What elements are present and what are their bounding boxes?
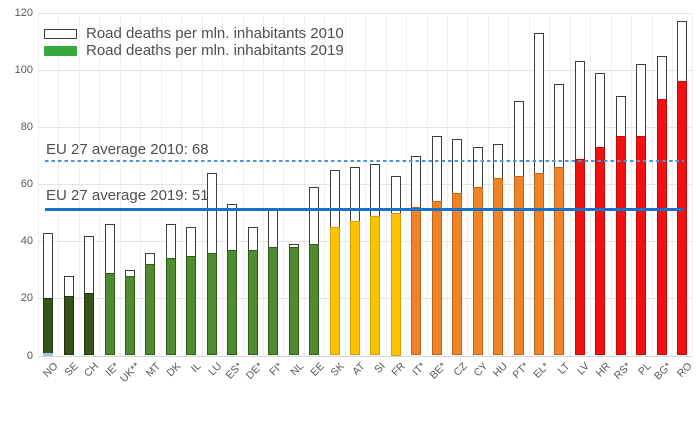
x-axis-label-SE: SE bbox=[62, 360, 81, 379]
bar-CZ-2019 bbox=[452, 192, 463, 356]
x-axis-label-BG*: BG* bbox=[651, 360, 675, 383]
bar-RS*-2019 bbox=[615, 135, 626, 356]
x-axis-label-PL: PL bbox=[635, 360, 654, 378]
bar-PT*-2019 bbox=[513, 175, 524, 356]
bar-ES*-2019 bbox=[227, 249, 238, 356]
legend-item-2019: Road deaths per mln. inhabitants 2019 bbox=[44, 42, 344, 59]
bar-LU-2019 bbox=[206, 252, 217, 356]
x-axis-label-SK: SK bbox=[328, 360, 347, 379]
bar-CH-2019 bbox=[84, 292, 95, 356]
bar-RO-2019 bbox=[677, 81, 688, 356]
x-axis-label-IT*: IT* bbox=[410, 360, 429, 379]
legend-swatch-2019-green bbox=[44, 46, 77, 56]
h-gridline bbox=[38, 127, 693, 129]
bar-IE*-2019 bbox=[104, 272, 115, 356]
bar-SE-2019 bbox=[63, 295, 74, 356]
bar-PL-2019 bbox=[636, 135, 647, 356]
x-axis-label-DE*: DE* bbox=[243, 360, 266, 382]
y-axis-label: 0 bbox=[26, 349, 33, 362]
bar-EL*-2019 bbox=[534, 172, 545, 356]
eu-average-2019-line bbox=[45, 208, 684, 212]
bar-LV-2019 bbox=[574, 158, 585, 356]
bar-HU-2019 bbox=[493, 178, 504, 356]
bar-BG*-2019 bbox=[656, 98, 667, 356]
baseline-artifact bbox=[43, 352, 54, 356]
x-axis-label-CY: CY bbox=[471, 360, 490, 380]
bar-IL-2019 bbox=[186, 255, 197, 356]
bar-AT-2019 bbox=[349, 221, 360, 356]
v-gridline bbox=[692, 12, 694, 356]
bar-CY-2019 bbox=[472, 187, 483, 356]
x-axis-label-FR: FR bbox=[389, 360, 409, 379]
x-axis-label-LT: LT bbox=[555, 360, 572, 377]
h-gridline bbox=[38, 298, 693, 300]
h-gridline bbox=[38, 184, 693, 186]
bar-EE-2019 bbox=[309, 244, 320, 356]
x-axis-label-HU: HU bbox=[491, 360, 511, 380]
eu-average-2019-annotation: EU 27 average 2019: 51 bbox=[46, 187, 209, 204]
x-axis-label-CH: CH bbox=[82, 360, 102, 380]
legend-label-2010: Road deaths per mln. inhabitants 2010 bbox=[86, 25, 344, 42]
h-gridline bbox=[38, 12, 693, 14]
x-axis-label-RS*: RS* bbox=[611, 360, 634, 382]
x-axis-label-LV: LV bbox=[575, 360, 593, 378]
x-axis-label-ES*: ES* bbox=[223, 360, 245, 382]
x-axis-label-EL*: EL* bbox=[530, 360, 552, 381]
x-axis-label-RO: RO bbox=[674, 360, 695, 380]
h-gridline bbox=[38, 241, 693, 243]
x-axis-label-CZ: CZ bbox=[451, 360, 470, 379]
h-gridline bbox=[38, 355, 693, 357]
y-axis-label: 40 bbox=[20, 235, 33, 248]
bar-LT-2019 bbox=[554, 167, 565, 356]
x-axis-label-FI*: FI* bbox=[267, 360, 286, 379]
y-axis-label: 80 bbox=[20, 121, 33, 134]
x-axis-label-MT: MT bbox=[143, 360, 163, 380]
x-axis-label-LU: LU bbox=[206, 360, 225, 379]
x-axis-label-DK: DK bbox=[164, 360, 184, 380]
y-axis-label: 120 bbox=[14, 6, 33, 19]
x-axis-label-HR: HR bbox=[593, 360, 613, 380]
x-axis-label-EE: EE bbox=[307, 360, 327, 379]
x-axis-label-NL: NL bbox=[287, 360, 306, 379]
bar-DK-2019 bbox=[165, 258, 176, 356]
bar-SK-2019 bbox=[329, 227, 340, 356]
legend: Road deaths per mln. inhabitants 2010 Ro… bbox=[44, 25, 344, 62]
bar-NO-2019 bbox=[43, 298, 54, 356]
x-axis-label-NO: NO bbox=[40, 360, 61, 380]
y-axis-label: 20 bbox=[20, 292, 33, 305]
x-axis-label-UK**: UK** bbox=[117, 360, 143, 385]
bar-FR-2019 bbox=[390, 212, 401, 356]
bar-IT*-2019 bbox=[411, 207, 422, 356]
bar-DE*-2019 bbox=[247, 249, 258, 356]
x-axis-label-AT: AT bbox=[349, 360, 368, 378]
x-axis-label-SI: SI bbox=[372, 360, 388, 376]
bar-MT-2019 bbox=[145, 264, 156, 356]
bar-NL-2019 bbox=[288, 247, 299, 356]
y-axis-label: 60 bbox=[20, 178, 33, 191]
eu-average-2010-annotation: EU 27 average 2010: 68 bbox=[46, 141, 209, 158]
x-axis-label-BE*: BE* bbox=[427, 360, 450, 382]
y-axis-label: 100 bbox=[14, 64, 33, 76]
bar-HR-2019 bbox=[595, 147, 606, 356]
bar-FI*-2019 bbox=[268, 247, 279, 356]
bar-UK**-2019 bbox=[125, 275, 136, 356]
h-gridline bbox=[38, 70, 693, 71]
bar-SI-2019 bbox=[370, 215, 381, 356]
bar-BE*-2019 bbox=[431, 201, 442, 356]
legend-label-2019: Road deaths per mln. inhabitants 2019 bbox=[86, 42, 344, 59]
legend-item-2010: Road deaths per mln. inhabitants 2010 bbox=[44, 25, 344, 42]
x-axis-label-PT*: PT* bbox=[509, 360, 531, 382]
legend-swatch-2010-outline bbox=[44, 29, 77, 39]
eu-average-2010-line bbox=[45, 160, 684, 163]
x-axis-label-IL: IL bbox=[188, 360, 204, 375]
